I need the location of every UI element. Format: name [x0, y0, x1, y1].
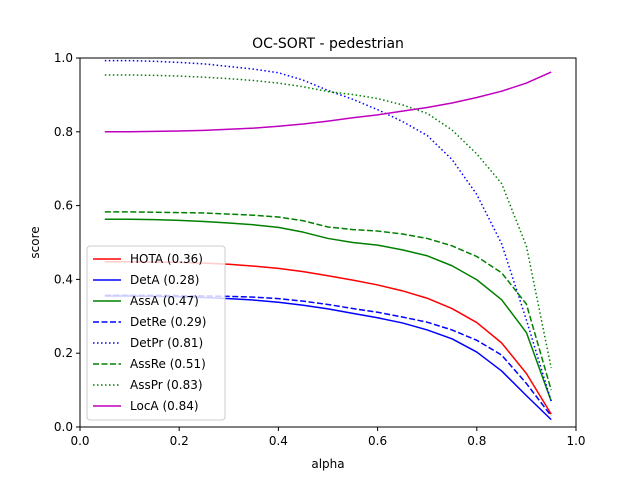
x-tick-label: 0.4	[269, 434, 288, 448]
legend-label-5: AssRe (0.51)	[130, 357, 206, 371]
y-tick-label: 1.0	[54, 51, 73, 65]
y-tick-label: 0.8	[54, 125, 73, 139]
x-tick-label: 0.8	[467, 434, 486, 448]
y-tick-label: 0.6	[54, 199, 73, 213]
series-line-3	[104, 294, 552, 417]
x-tick-label: 1.0	[566, 434, 585, 448]
y-tick-label: 0.4	[54, 272, 73, 286]
legend-items: HOTA (0.36) DetA (0.28) AssA (0.47) DetRe (…	[93, 252, 206, 413]
x-tick-label: 0.0	[70, 434, 89, 448]
y-tick-label: 0.0	[54, 420, 73, 434]
series-line-2	[104, 218, 552, 402]
x-axis-label: alpha	[311, 457, 344, 471]
legend-label-0: HOTA (0.36)	[130, 252, 203, 266]
legend-label-6: AssPr (0.83)	[130, 378, 203, 392]
x-tick-label: 0.6	[368, 434, 387, 448]
x-axis-ticks: 0.0 0.2 0.4 0.6 0.8 1.0	[70, 427, 586, 448]
legend-label-2: AssA (0.47)	[130, 294, 199, 308]
legend-box	[86, 245, 226, 421]
legend-label-1: DetA (0.28)	[130, 273, 199, 287]
series-line-7	[104, 71, 552, 133]
x-tick-label: 0.2	[170, 434, 189, 448]
legend-label-4: DetPr (0.81)	[130, 336, 203, 350]
y-axis-label: score	[28, 226, 42, 258]
legend-label-7: LocA (0.84)	[130, 399, 199, 413]
chart-title: OC-SORT - pedestrian	[252, 36, 404, 52]
legend-label-3: DetRe (0.29)	[130, 315, 206, 329]
y-tick-label: 0.2	[54, 346, 73, 360]
series-line-5	[104, 211, 552, 391]
y-axis-ticks: 0.0 0.2 0.4 0.6 0.8 1.0	[54, 51, 80, 434]
legend: HOTA (0.36) DetA (0.28) AssA (0.47) DetRe (…	[86, 245, 226, 421]
plot-frame	[79, 57, 577, 428]
series-line-6	[104, 74, 552, 369]
